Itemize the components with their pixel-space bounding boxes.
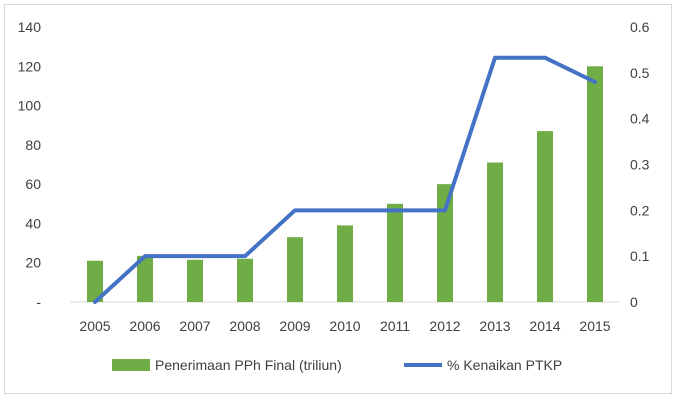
line-layer bbox=[93, 55, 597, 304]
legend-bar-swatch bbox=[112, 359, 150, 371]
y-right-tick-label: 0.3 bbox=[630, 157, 650, 173]
y-left-tick-label: 40 bbox=[25, 215, 41, 231]
y-left-tick-label: 20 bbox=[25, 255, 41, 271]
y-right-tick-label: 0.5 bbox=[630, 65, 650, 81]
x-tick-label: 2010 bbox=[329, 318, 360, 334]
y-right-tick-label: 0 bbox=[630, 294, 638, 310]
y-right-tick-label: 0.6 bbox=[630, 19, 650, 35]
bar bbox=[287, 237, 303, 302]
x-tick-label: 2009 bbox=[279, 318, 310, 334]
x-tick-label: 2008 bbox=[229, 318, 260, 334]
bar bbox=[487, 162, 503, 302]
y-left-tick-label: - bbox=[36, 294, 41, 310]
y-right-tick-label: 0.4 bbox=[630, 111, 650, 127]
bar bbox=[237, 258, 253, 302]
x-tick-label: 2007 bbox=[179, 318, 210, 334]
y-left-tick-label: 80 bbox=[25, 137, 41, 153]
bar bbox=[87, 260, 103, 302]
bars-layer bbox=[87, 66, 603, 303]
y-right-tick-label: 0.1 bbox=[630, 248, 650, 264]
axes-layer: - 20 40 60 80 100 120 140 0 0.1 0.2 0.3 0.4 0.5 0.6 200… bbox=[18, 19, 650, 334]
y-left-tick-label: 60 bbox=[25, 176, 41, 192]
legend-line-label: % Kenaikan PTKP bbox=[447, 357, 562, 373]
bar bbox=[187, 259, 203, 302]
y-left-tick-label: 120 bbox=[18, 58, 42, 74]
x-tick-label: 2013 bbox=[479, 318, 510, 334]
bar bbox=[387, 203, 403, 302]
x-tick-label: 2011 bbox=[380, 318, 410, 334]
x-tick-label: 2012 bbox=[429, 318, 460, 334]
y-right-tick-label: 0.2 bbox=[630, 202, 650, 218]
x-tick-label: 2014 bbox=[529, 318, 560, 334]
x-tick-label: 2006 bbox=[129, 318, 160, 334]
chart-frame bbox=[4, 4, 672, 394]
x-tick-label: 2015 bbox=[579, 318, 610, 334]
legend-bar-label: Penerimaan PPh Final (triliun) bbox=[155, 357, 342, 373]
bar bbox=[437, 184, 453, 302]
bar bbox=[537, 131, 553, 302]
y-left-tick-label: 140 bbox=[18, 19, 42, 35]
bar bbox=[137, 255, 153, 302]
x-tick-label: 2005 bbox=[79, 318, 110, 334]
bar bbox=[587, 66, 603, 303]
bar bbox=[337, 225, 353, 302]
y-left-tick-label: 100 bbox=[18, 98, 42, 114]
legend: Penerimaan PPh Final (triliun) % Kenaika… bbox=[112, 357, 562, 373]
